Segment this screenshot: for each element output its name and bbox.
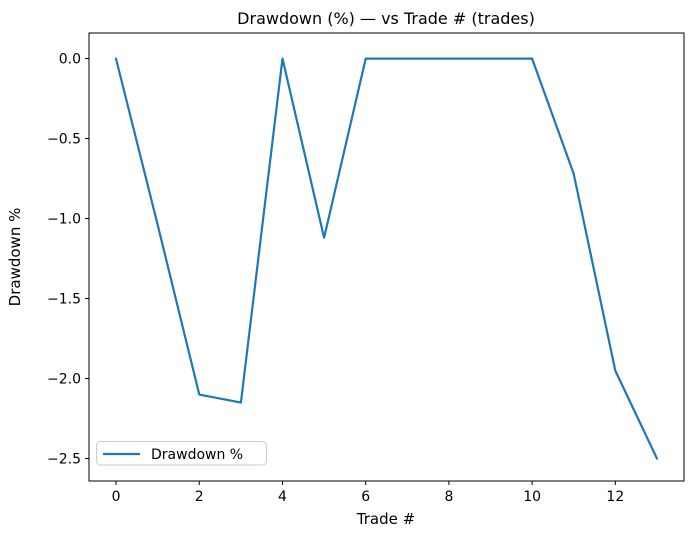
x-tick-label: 12 xyxy=(606,489,624,505)
x-tick-label: 8 xyxy=(444,489,453,505)
legend-label: Drawdown % xyxy=(151,447,243,463)
y-tick-label: −2.0 xyxy=(47,372,81,388)
y-tick-label: −2.5 xyxy=(47,452,81,468)
plot-layer: 0 2 4 6 8 10 12 0.0 −0.5 −1.0 −1.5 −2.0 −2.5 xyxy=(47,52,659,505)
y-tick-label: −1.5 xyxy=(47,292,81,308)
x-axis-label: Trade # xyxy=(356,510,415,528)
y-tick-label: 0.0 xyxy=(59,52,81,68)
y-tick-label: −1.0 xyxy=(47,212,81,228)
y-tick-label: −0.5 xyxy=(47,132,81,148)
x-tick-label: 6 xyxy=(361,489,370,505)
plot-border xyxy=(88,32,685,482)
x-tick-label: 4 xyxy=(278,489,287,505)
x-tick-label: 0 xyxy=(112,489,121,505)
drawdown-line xyxy=(114,57,659,460)
x-tick-label: 10 xyxy=(523,489,541,505)
legend: Drawdown % xyxy=(96,441,267,466)
chart-title: Drawdown (%) — vs Trade # (trades) xyxy=(237,9,535,28)
y-axis-label: Drawdown % xyxy=(6,208,24,307)
y-axis-ticks: 0.0 −0.5 −1.0 −1.5 −2.0 −2.5 xyxy=(47,52,89,468)
legend-box xyxy=(96,441,267,466)
x-axis-ticks: 0 2 4 6 8 10 12 xyxy=(112,481,624,505)
x-tick-label: 2 xyxy=(195,489,204,505)
